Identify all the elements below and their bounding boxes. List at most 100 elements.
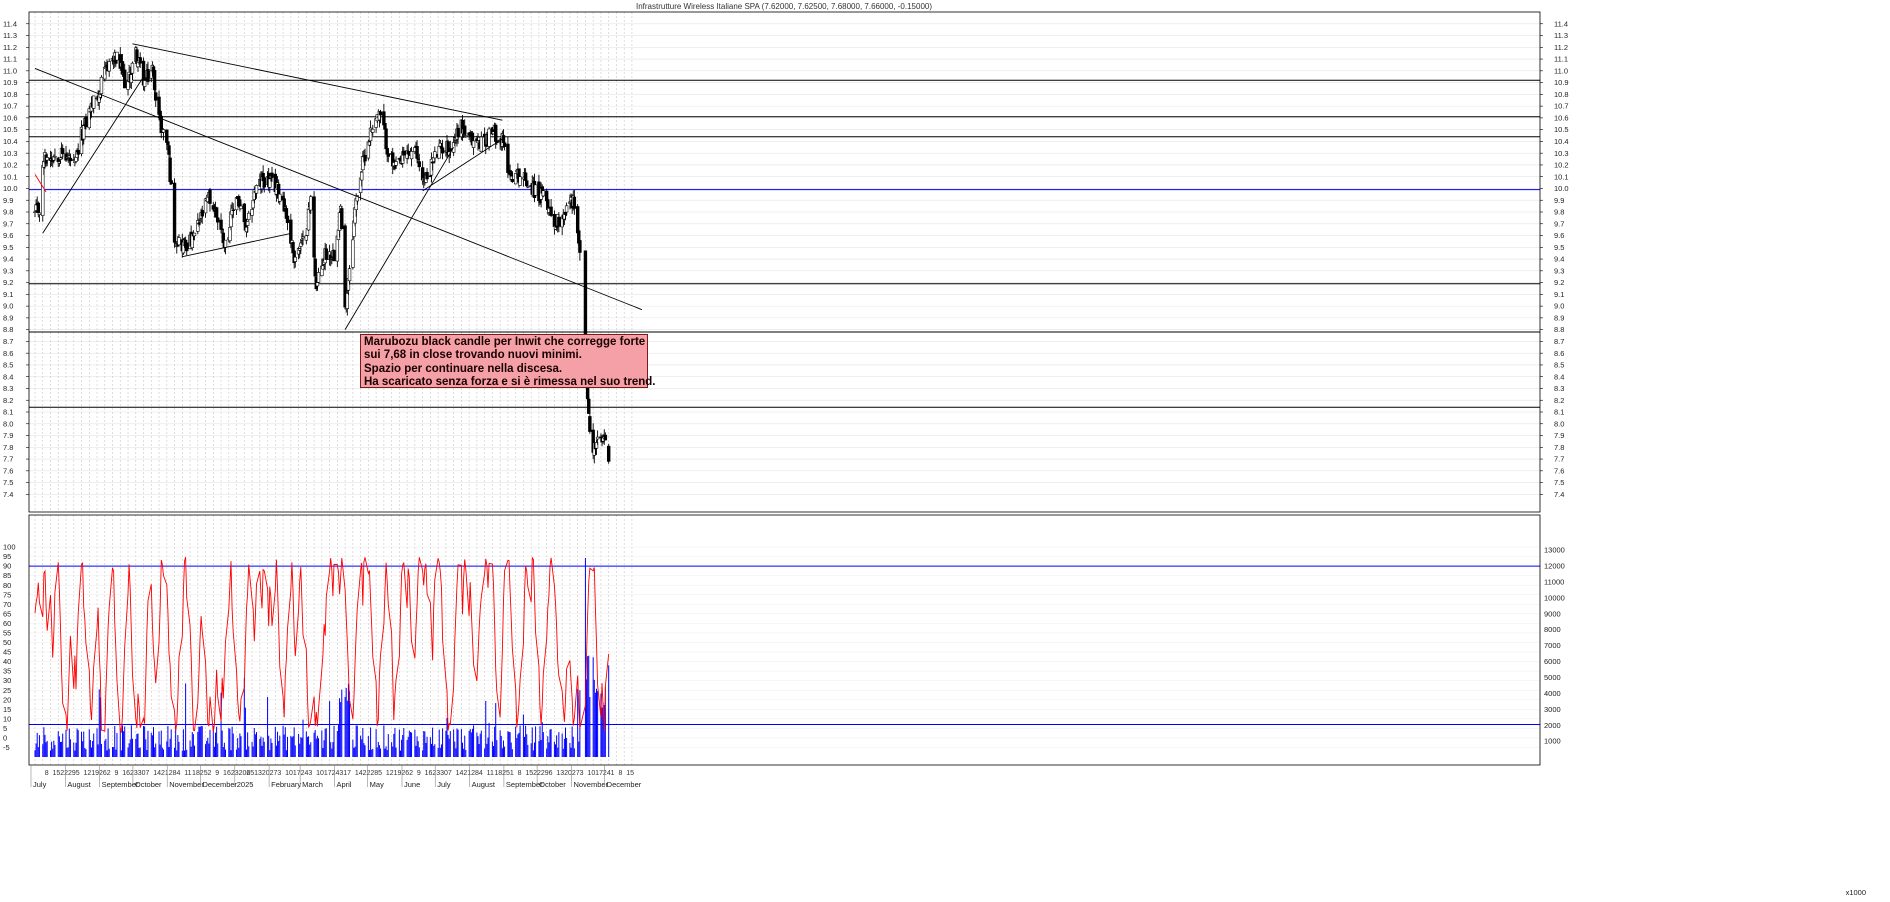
indicator-panel — [29, 546, 1540, 757]
candle-body — [415, 146, 419, 159]
volume-tick-label: 1000 — [1544, 737, 1561, 746]
y-tick-label-right: 9.2 — [1554, 278, 1564, 287]
y-tick-label: 10.6 — [3, 113, 18, 122]
trendline — [34, 68, 643, 311]
y-tick-label: 8.5 — [3, 361, 13, 370]
y-tick-label: 8.9 — [3, 313, 13, 322]
candle-body — [518, 176, 522, 186]
candle-body — [384, 128, 388, 150]
x-tick-label: 28 — [471, 770, 479, 777]
volume-y-ticks: 1000 2000 3000 4000 5000 6000 7000 8000 9000 1000… — [1544, 546, 1565, 746]
candle-body — [58, 157, 63, 160]
candle-body — [564, 205, 569, 213]
x-tick-label: 18 — [494, 770, 502, 777]
x-tick-label: 9 — [417, 770, 421, 777]
volume-tick-label: 4000 — [1544, 689, 1561, 698]
candle-body — [239, 205, 243, 209]
month-label: June — [404, 780, 420, 789]
y-tick-label: 9.5 — [3, 243, 13, 252]
volume-tick-label: 8000 — [1544, 625, 1561, 634]
y-tick-label-right: 10.5 — [1554, 125, 1569, 134]
candle-body — [268, 178, 272, 188]
y-tick-label: 10.2 — [3, 161, 18, 170]
x-tick-label: 9 — [215, 770, 219, 777]
volume-tick-label: 13000 — [1544, 546, 1565, 555]
y-tick-label-right: 10.0 — [1554, 184, 1569, 193]
y-tick-label-right: 10.3 — [1554, 149, 1569, 158]
candle-body — [299, 242, 303, 247]
x-tick-label: 11 — [487, 770, 494, 777]
y-tick-label-right: 10.9 — [1554, 78, 1569, 87]
y-tick-label-right: 9.6 — [1554, 231, 1564, 240]
x-tick-label: 5 — [76, 770, 80, 777]
x-tick-label: 16 — [122, 770, 130, 777]
indicator-frame — [28, 514, 1541, 766]
x-tick-label: 3 — [580, 770, 584, 777]
trendline — [42, 76, 144, 234]
candle-body — [293, 256, 297, 262]
x-tick-label: 29 — [68, 770, 76, 777]
candle-body — [471, 140, 476, 148]
candle-body — [251, 199, 255, 209]
x-tick-label: 21 — [161, 770, 169, 777]
x-tick-label: 21 — [463, 770, 471, 777]
candle-body — [324, 248, 328, 260]
y-tick-label-right: 10.6 — [1554, 113, 1569, 122]
annotation-line: Marubozu black candle per Inwit che corr… — [364, 336, 646, 348]
price-y-ticks: 7.4 7.4 7.5 7.5 7.6 7.6 7.7 7.7 7.8 7.8 7.9 7.9 8.0 8… — [3, 19, 1569, 499]
month-label: November — [573, 780, 608, 789]
volume-tick-label: 6000 — [1544, 657, 1561, 666]
y-tick-label-right: 9.8 — [1554, 208, 1564, 217]
y-tick-label: 9.0 — [3, 302, 13, 311]
x-tick-label: 8 — [618, 770, 622, 777]
y-tick-label: 9.6 — [3, 231, 13, 240]
x-tick-label: 17 — [324, 770, 332, 777]
indicator-tick-label: 30 — [3, 676, 11, 685]
x-tick-label: 14 — [355, 770, 363, 777]
candle-body — [208, 189, 212, 204]
candle-body — [216, 217, 220, 223]
x-tick-label: 10 — [285, 770, 293, 777]
x-tick-label: 10 — [587, 770, 595, 777]
candle-body — [278, 193, 282, 202]
candle-body — [594, 442, 599, 449]
candles — [33, 45, 611, 464]
y-tick-label-right: 10.7 — [1554, 102, 1569, 111]
candle-body — [254, 185, 259, 194]
y-tick-label: 7.8 — [3, 443, 13, 452]
x-tick-label: 25 — [502, 770, 510, 777]
x-tick-label: 20 — [564, 770, 572, 777]
candle-body — [37, 212, 42, 215]
y-tick-label: 8.8 — [3, 325, 13, 334]
x-axis-labels: 8 15 22 29 5 12 19 26 2 9 16 23 30 7 14 21 28 4 11 18 25 2 9 16… — [30, 765, 642, 789]
candle-body — [371, 128, 375, 133]
red-segment — [34, 174, 47, 193]
candle-body — [343, 225, 347, 308]
y-tick-label-right: 11.1 — [1554, 55, 1568, 64]
month-label: March — [302, 780, 323, 789]
y-tick-label: 9.4 — [3, 255, 13, 264]
y-tick-label-right: 11.4 — [1554, 19, 1568, 28]
y-tick-label: 10.5 — [3, 125, 18, 134]
x-tick-label: 12 — [386, 770, 394, 777]
x-tick-label: 16 — [223, 770, 231, 777]
candle-body — [84, 116, 88, 128]
candle-body — [360, 171, 364, 181]
indicator-tick-label: 15 — [3, 705, 11, 714]
y-tick-label: 8.0 — [3, 419, 13, 428]
candle-body — [192, 232, 197, 237]
y-tick-label: 7.7 — [3, 455, 13, 464]
candle-body — [513, 173, 518, 185]
indicator-tick-label: 20 — [3, 695, 11, 704]
indicator-tick-label: 70 — [3, 600, 11, 609]
x-tick-label: 2025 — [239, 770, 255, 777]
y-tick-label: 10.1 — [3, 172, 18, 181]
candle-body — [99, 76, 104, 94]
candle-body — [285, 215, 290, 223]
y-tick-label-right: 8.1 — [1554, 408, 1564, 417]
candle-body — [340, 208, 344, 230]
x-tick-label: 9 — [115, 770, 119, 777]
volume-tick-label: 5000 — [1544, 673, 1561, 682]
candle-body — [533, 184, 538, 196]
candle-body — [91, 95, 96, 109]
